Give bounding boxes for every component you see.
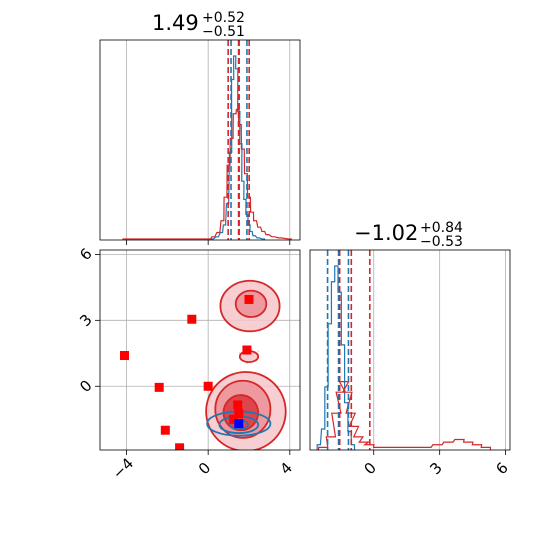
red-square-marker (242, 345, 252, 355)
red-square-marker (229, 414, 239, 424)
scatter-point (257, 350, 260, 353)
title-minus-0: −0.51 (202, 24, 245, 40)
red-histogram-y (317, 381, 492, 450)
marginal-y-hist-group (316, 250, 492, 450)
y-tick-label: 6 (76, 245, 95, 264)
y-tick-label: 0 (76, 377, 95, 396)
title-plus-0: +0.52 (202, 10, 245, 26)
marginal-x-frame (99, 39, 301, 241)
blue-histogram-x (210, 55, 265, 240)
red-square-marker (175, 443, 185, 450)
red-square-marker (234, 409, 244, 419)
x2-tick-label: 0 (360, 459, 379, 478)
x-tick-label: 0 (195, 459, 214, 478)
marginal-x-hist-group (122, 40, 292, 240)
red-square-marker (187, 314, 197, 324)
joint-frame (99, 249, 301, 451)
red-square-marker (233, 400, 243, 410)
x-tick-label: −4 (109, 454, 137, 482)
scatter-point (238, 352, 241, 354)
joint-content (119, 279, 287, 450)
x2-tick-label: 3 (426, 459, 445, 478)
title-median-1: −1.02 (354, 221, 418, 245)
red-square-marker (160, 425, 170, 435)
marginal-y-panel (309, 249, 511, 455)
red-square-marker (203, 381, 213, 391)
joint-panel (95, 249, 301, 455)
red-square-marker (154, 382, 164, 392)
title-median-0: 1.49 (152, 11, 199, 35)
marginal-x-panel (99, 39, 301, 245)
x2-tick-label: 6 (492, 459, 511, 478)
x-tick-label: 4 (277, 459, 296, 478)
title-param-1: −1.02 +0.84 −0.53 (354, 220, 463, 250)
blue-square-marker (234, 419, 244, 429)
red-histogram-x (122, 108, 292, 240)
title-param-0: 1.49 +0.52 −0.51 (152, 10, 245, 40)
red-square-marker (244, 294, 254, 304)
title-minus-1: −0.53 (420, 234, 463, 250)
y-tick-label: 3 (76, 311, 95, 330)
red-square-marker (119, 350, 129, 360)
tick-labels: −4 0 4 6 3 0 0 3 6 (76, 245, 512, 483)
marginal-y-frame (309, 249, 511, 451)
title-plus-1: +0.84 (420, 220, 463, 236)
